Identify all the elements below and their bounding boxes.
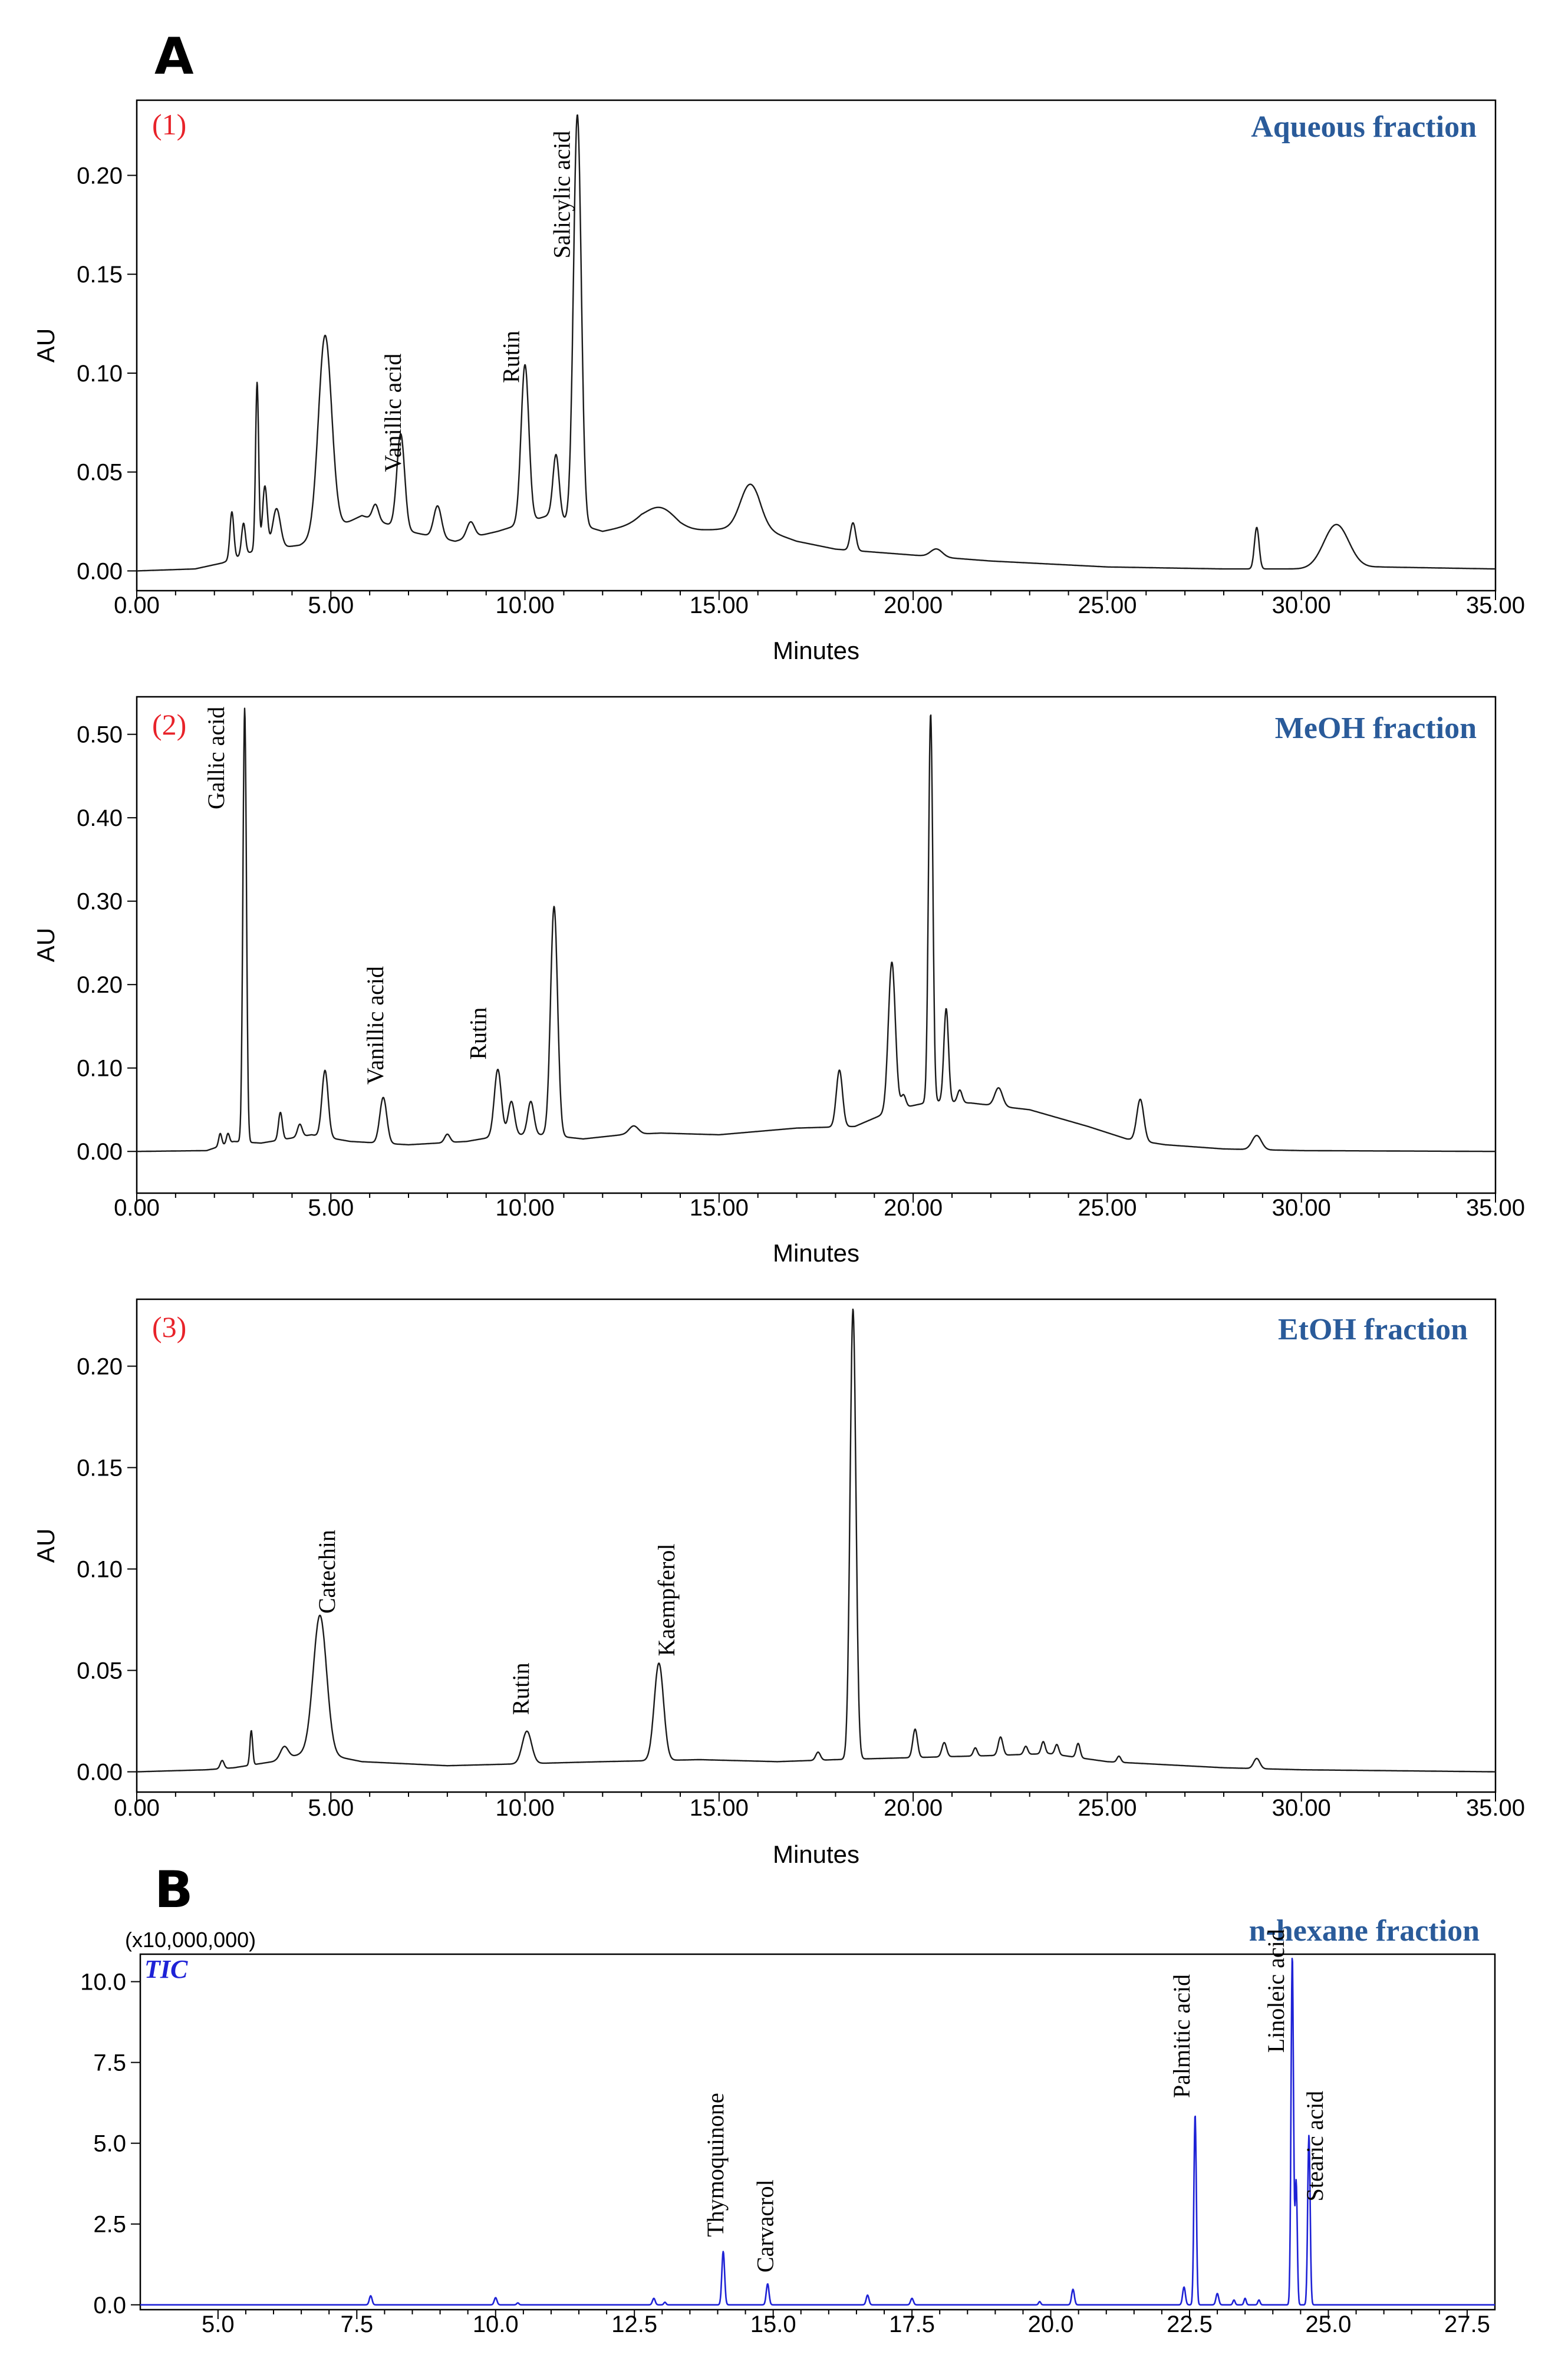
aqueous-y-tick-label: 0.20	[77, 163, 123, 189]
aqueous-x-tick-label: 10.00	[496, 592, 555, 618]
n-hexane-peak-label: Carvacrol	[752, 2179, 779, 2273]
aqueous-plot-frame	[136, 99, 1497, 592]
meoh-y-axis-title: AU	[32, 928, 60, 962]
panel-a-label: A	[154, 27, 194, 86]
etoh-x-tick-label: 5.00	[308, 1795, 354, 1821]
meoh-y-tick-label: 0.30	[77, 889, 123, 915]
n-hexane-y-tick-label: 0.0	[93, 2293, 126, 2319]
n-hexane-x-tick-label: 25.0	[1306, 2311, 1352, 2337]
etoh-x-tick-label: 0.00	[114, 1795, 160, 1821]
etoh-peak-label: Catechin	[314, 1530, 340, 1613]
etoh-peak-label: Kaempferol	[653, 1543, 680, 1656]
etoh-y-tick-label: 0.10	[77, 1557, 123, 1583]
etoh-panel-number: (3)	[152, 1310, 186, 1343]
n-hexane-peak-label: Stearic acid	[1302, 2091, 1328, 2202]
meoh-trace-line	[136, 707, 1496, 1152]
meoh-x-tick-label: 20.00	[884, 1195, 943, 1221]
aqueous-x-tick-label: 5.00	[308, 592, 354, 618]
meoh-x-tick-label: 5.00	[308, 1195, 354, 1221]
n-hexane-y-tick-label: 10.0	[80, 1970, 126, 1995]
aqueous-peak-label: Rutin	[498, 331, 525, 383]
n-hexane-x-tick-label: 12.5	[611, 2311, 657, 2337]
meoh-x-tick-label: 15.00	[690, 1195, 749, 1221]
n-hexane-panel-number: TIC	[144, 1955, 188, 1984]
n-hexane-x-tick-label: 15.0	[750, 2311, 796, 2337]
n-hexane-x-tick-label: 22.5	[1167, 2311, 1213, 2337]
meoh-x-tick-label: 30.00	[1272, 1195, 1331, 1221]
n-hexane-peak-label: Palmitic acid	[1168, 1974, 1195, 2098]
meoh-x-tick-label: 35.00	[1466, 1195, 1525, 1221]
etoh-x-tick-label: 20.00	[884, 1795, 943, 1821]
etoh-y-axis-title: AU	[32, 1529, 60, 1563]
meoh-panel-number: (2)	[152, 708, 186, 741]
meoh-peak-label: Gallic acid	[203, 707, 229, 809]
meoh-y-tick-label: 0.20	[77, 972, 123, 998]
meoh-peak-label: Rutin	[465, 1007, 492, 1060]
n-hexane-plot-frame	[139, 1953, 1496, 2311]
panel-b-label: B	[154, 1860, 193, 1919]
etoh-plot-frame	[136, 1298, 1497, 1793]
meoh-peak-label: Vanillic acid	[362, 966, 388, 1085]
meoh-x-axis-title: Minutes	[773, 1239, 859, 1267]
aqueous-peak-label: Vanillic acid	[380, 354, 406, 472]
n-hexane-x-tick-label: 7.5	[340, 2311, 373, 2337]
aqueous-fraction-chart: 0.00 0.05 0.10 0.15 0.20 0.00 5.00 10.00 15.00 20…	[32, 99, 1525, 664]
etoh-x-tick-label: 25.00	[1078, 1795, 1137, 1821]
n-hexane-peak-label: Thymoquinone	[702, 2093, 729, 2237]
aqueous-y-tick-label: 0.15	[77, 262, 123, 288]
aqueous-y-axis-title: AU	[32, 328, 60, 363]
n-hexane-x-tick-label: 5.0	[202, 2311, 235, 2337]
meoh-x-tick-label: 10.00	[496, 1195, 555, 1221]
aqueous-x-tick-label: 30.00	[1272, 592, 1331, 618]
n-hexane-x-tick-label: 10.0	[473, 2311, 519, 2337]
n-hexane-x-tick-label: 27.5	[1444, 2311, 1490, 2337]
etoh-y-tick-label: 0.00	[77, 1760, 123, 1786]
aqueous-y-tick-label: 0.05	[77, 460, 123, 486]
etoh-x-tick-label: 15.00	[690, 1795, 749, 1821]
meoh-fraction-chart: 0.00 0.10 0.20 0.30 0.40 0.50 0.00 5.00 10.00 15.…	[32, 696, 1525, 1267]
n-hexane-fraction-chart: 0.0 2.5 5.0 7.5 10.0 5.0 7.5 10.0 12.5 15.0 17.5 20…	[80, 1914, 1496, 2337]
n-hexane-trace-line	[140, 1958, 1495, 2306]
meoh-y-tick-label: 0.00	[77, 1139, 123, 1165]
meoh-plot-frame	[136, 696, 1497, 1194]
n-hexane-y-multiplier: (x10,000,000)	[125, 1928, 256, 1952]
n-hexane-y-tick-label: 7.5	[93, 2050, 126, 2076]
n-hexane-fraction-title: n-hexane fraction	[1249, 1914, 1480, 1948]
etoh-y-tick-label: 0.15	[77, 1455, 123, 1481]
aqueous-x-axis-title: Minutes	[773, 637, 859, 664]
aqueous-peak-label: Salicylic acid	[548, 131, 575, 259]
etoh-trace-line	[136, 1308, 1496, 1773]
etoh-peak-label: Rutin	[508, 1662, 534, 1715]
etoh-x-tick-label: 10.00	[496, 1795, 555, 1821]
aqueous-x-tick-label: 20.00	[884, 592, 943, 618]
n-hexane-x-tick-label: 20.0	[1028, 2311, 1074, 2337]
meoh-y-tick-label: 0.50	[77, 722, 123, 748]
n-hexane-y-tick-label: 5.0	[93, 2131, 126, 2157]
n-hexane-y-tick-label: 2.5	[93, 2212, 126, 2238]
aqueous-y-tick-label: 0.10	[77, 361, 123, 387]
etoh-y-tick-label: 0.20	[77, 1354, 123, 1380]
meoh-x-tick-label: 0.00	[114, 1195, 160, 1221]
aqueous-panel-number: (1)	[152, 108, 186, 141]
n-hexane-peak-label: Linoleic acid	[1263, 1929, 1289, 2053]
meoh-y-tick-label: 0.40	[77, 805, 123, 831]
etoh-fraction-title: EtOH fraction	[1278, 1313, 1468, 1346]
n-hexane-x-tick-label: 17.5	[889, 2311, 935, 2337]
aqueous-fraction-title: Aqueous fraction	[1251, 110, 1477, 144]
etoh-fraction-chart: 0.00 0.05 0.10 0.15 0.20 0.00 5.00 10.00 15.00 20…	[32, 1298, 1525, 1868]
aqueous-trace-line	[136, 114, 1496, 572]
aqueous-y-tick-label: 0.00	[77, 558, 123, 584]
meoh-fraction-title: MeOH fraction	[1275, 712, 1477, 745]
aqueous-x-tick-label: 15.00	[690, 592, 749, 618]
etoh-x-tick-label: 35.00	[1466, 1795, 1525, 1821]
aqueous-x-tick-label: 35.00	[1466, 592, 1525, 618]
etoh-x-tick-label: 30.00	[1272, 1795, 1331, 1821]
etoh-y-tick-label: 0.05	[77, 1658, 123, 1684]
aqueous-x-tick-label: 0.00	[114, 592, 160, 618]
meoh-x-tick-label: 25.00	[1078, 1195, 1137, 1221]
aqueous-x-tick-label: 25.00	[1078, 592, 1137, 618]
meoh-y-tick-label: 0.10	[77, 1056, 123, 1082]
etoh-x-axis-title: Minutes	[773, 1840, 859, 1868]
